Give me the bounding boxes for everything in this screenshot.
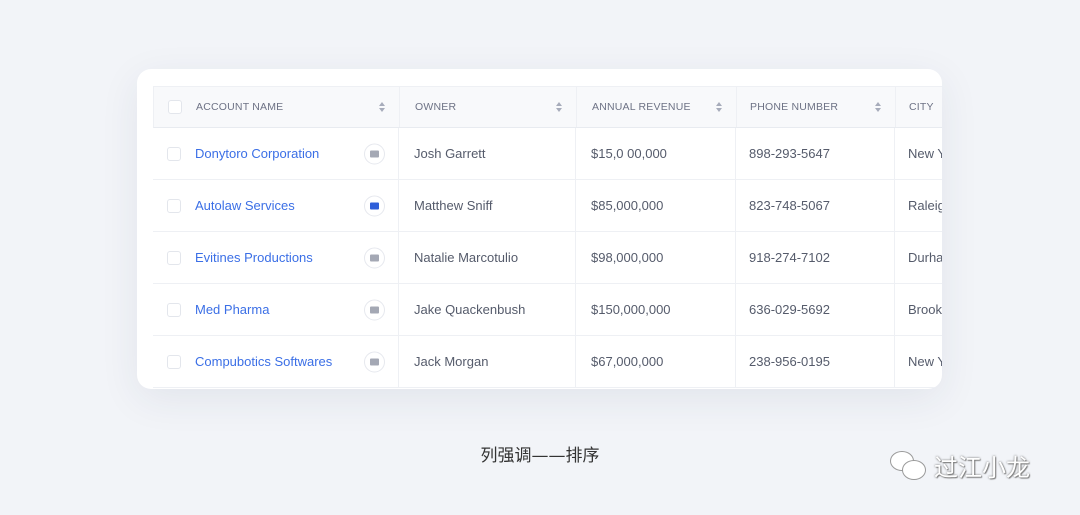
caption: 列强调——排序 [480, 446, 600, 466]
sort-icon[interactable] [556, 102, 562, 112]
header-label: ACCOUNT NAME [196, 101, 284, 113]
table-header-row: ACCOUNT NAME OWNER ANNUAL REVENUE PHONE … [153, 86, 942, 128]
sort-icon[interactable] [379, 102, 385, 112]
sort-icon[interactable] [716, 102, 722, 112]
cell-phone: 238-956-0195 [736, 336, 895, 387]
cell-account: Evitines Productions [153, 232, 399, 283]
folder-icon[interactable] [364, 299, 385, 320]
cell-owner: Jack Morgan [399, 336, 576, 387]
cell-city: Brooklyn [908, 302, 942, 317]
cell-account: Donytoro Corporation [153, 128, 399, 179]
row-checkbox[interactable] [167, 302, 181, 317]
cell-owner: Matthew Sniff [399, 180, 576, 231]
data-table-card: ACCOUNT NAME OWNER ANNUAL REVENUE PHONE … [137, 69, 942, 389]
table-row: Compubotics Softwares Jack Morgan $67,00… [153, 336, 942, 388]
accounts-table: ACCOUNT NAME OWNER ANNUAL REVENUE PHONE … [153, 86, 942, 388]
cell-account: Med Pharma [153, 284, 399, 335]
cell-revenue: $150,000,000 [576, 284, 736, 335]
cell-phone: 918-274-7102 [736, 232, 895, 283]
row-checkbox[interactable] [167, 250, 181, 265]
cell-revenue: $98,000,000 [576, 232, 736, 283]
cell-city: New York [908, 146, 942, 161]
cell-owner: Natalie Marcotulio [399, 232, 576, 283]
select-all-checkbox[interactable] [168, 100, 182, 114]
folder-icon[interactable] [364, 247, 385, 268]
account-link[interactable]: Evitines Productions [195, 250, 313, 265]
header-annual-revenue[interactable]: ANNUAL REVENUE [577, 87, 737, 127]
folder-icon[interactable] [364, 143, 385, 164]
header-label: ANNUAL REVENUE [592, 101, 691, 113]
cell-revenue: $85,000,000 [576, 180, 736, 231]
wechat-icon [890, 450, 928, 481]
table-row: Donytoro Corporation Josh Garrett $15,0 … [153, 128, 942, 180]
row-checkbox[interactable] [167, 354, 181, 369]
row-checkbox[interactable] [167, 198, 181, 213]
header-city[interactable]: CITY [896, 87, 942, 127]
cell-account: Compubotics Softwares [153, 336, 399, 387]
account-link[interactable]: Med Pharma [195, 302, 270, 317]
account-link[interactable]: Autolaw Services [195, 198, 295, 213]
account-link[interactable]: Donytoro Corporation [195, 146, 320, 161]
header-owner[interactable]: OWNER [400, 87, 577, 127]
table-row: Med Pharma Jake Quackenbush $150,000,000… [153, 284, 942, 336]
cell-phone: 823-748-5067 [736, 180, 895, 231]
sort-icon[interactable] [875, 102, 881, 112]
cell-owner: Jake Quackenbush [399, 284, 576, 335]
cell-city: Raleigh [908, 198, 942, 213]
folder-icon[interactable] [364, 195, 385, 216]
header-label: PHONE NUMBER [750, 101, 839, 113]
account-link[interactable]: Compubotics Softwares [195, 354, 333, 369]
header-phone-number[interactable]: PHONE NUMBER [737, 87, 896, 127]
folder-icon[interactable] [364, 351, 385, 372]
cell-revenue: $67,000,000 [576, 336, 736, 387]
header-account-name[interactable]: ACCOUNT NAME [154, 87, 400, 127]
cell-phone: 898-293-5647 [736, 128, 895, 179]
cell-city: Durham [908, 250, 942, 265]
header-label: CITY [909, 101, 934, 113]
cell-city: New York [908, 354, 942, 369]
table-row: Evitines Productions Natalie Marcotulio … [153, 232, 942, 284]
cell-phone: 636-029-5692 [736, 284, 895, 335]
header-label: OWNER [415, 101, 457, 113]
watermark-logo: 过江小龙 [890, 448, 1030, 483]
cell-account: Autolaw Services [153, 180, 399, 231]
table-row: Autolaw Services Matthew Sniff $85,000,0… [153, 180, 942, 232]
cell-revenue: $15,0 00,000 [576, 128, 736, 179]
row-checkbox[interactable] [167, 146, 181, 161]
cell-owner: Josh Garrett [399, 128, 576, 179]
